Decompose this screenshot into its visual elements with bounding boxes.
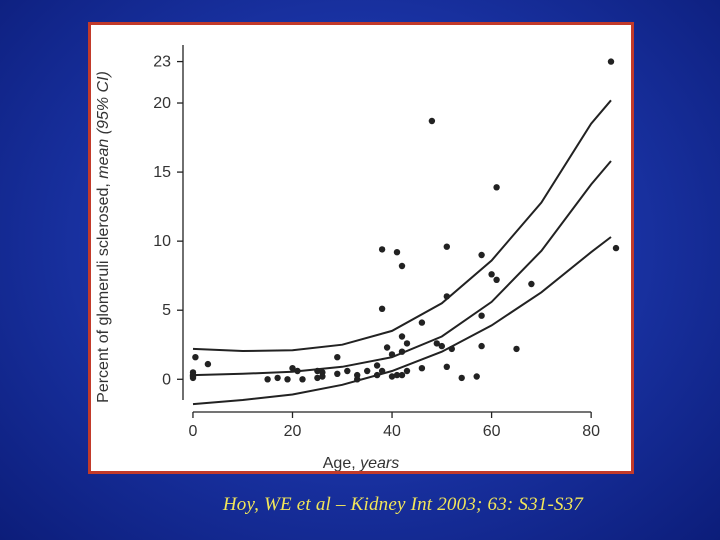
y-tick-label: 5 [162,302,171,319]
data-point [493,184,500,191]
data-point [334,370,341,377]
chart-frame: 0 5 10 15 20 23 0 20 40 60 80 Age, years Percent o… [88,22,634,474]
data-point [433,340,440,347]
data-point [274,374,281,382]
data-point [393,371,401,379]
data-point [428,117,436,125]
data-point [192,354,199,361]
y-axis-label: Percent of glomeruli sclerosed, mean (95… [95,71,112,403]
mean-curve [192,160,612,377]
data-points [189,58,620,383]
x-tick-label: 80 [582,423,600,440]
fit-curves [192,99,612,406]
data-point [403,367,411,375]
data-point [299,376,306,383]
data-point [204,360,212,368]
data-point [314,374,321,382]
data-point [478,342,485,350]
data-point [378,305,386,312]
data-point [354,371,361,379]
data-point [403,340,411,347]
axes: 0 5 10 15 20 23 0 20 40 60 80 [153,45,600,440]
scatter-plot: 0 5 10 15 20 23 0 20 40 60 80 Age, years Percent o… [95,45,620,471]
x-tick-label: 40 [383,423,401,440]
data-point [388,373,396,380]
data-point [418,319,426,326]
citation-text: Hoy, WE et al – Kidney Int 2003; 63: S31… [222,494,584,515]
data-point [528,280,535,288]
x-axis-label-italic: years [359,455,399,471]
data-point [388,351,396,358]
data-point [513,345,520,353]
data-point [398,348,406,355]
data-point [393,249,401,256]
data-point [189,373,197,380]
data-point [334,354,341,361]
data-point [488,271,495,278]
data-point [294,367,301,375]
x-tick-label: 60 [483,423,501,440]
y-axis-label-italic: mean (95% CI) [95,71,112,179]
y-tick-label: 10 [153,233,171,250]
data-point [478,251,485,259]
data-point [443,363,450,370]
data-point [378,367,386,375]
data-point [284,376,291,383]
citation: Hoy, WE et al – Kidney Int 2003; 63: S31… [0,494,720,516]
data-point [289,365,296,372]
data-point [398,371,406,379]
data-point [383,344,391,351]
data-point [398,333,406,340]
data-point [607,58,615,65]
data-point [398,262,406,270]
y-axis-label-plain: Percent of glomeruli sclerosed, [95,179,112,403]
upper-ci-curve [192,99,612,353]
y-tick-label: 23 [153,54,171,71]
data-point [438,342,445,350]
data-point [373,362,381,369]
x-axis-label-plain: Age, [323,455,360,471]
y-tick-label: 15 [153,164,171,181]
axis-labels: Age, years Percent of glomeruli sclerose… [95,71,399,471]
data-point [373,371,381,379]
data-point [478,312,485,319]
data-point [612,244,620,252]
data-point [473,373,480,380]
data-point [319,373,326,380]
x-axis-label: Age, years [323,455,399,471]
data-point [443,243,450,250]
data-point [378,246,386,253]
x-tick-label: 0 [189,423,198,440]
lower-ci-curve [192,236,612,406]
data-point [364,367,371,375]
x-tick-label: 20 [284,423,302,440]
data-point [448,345,455,353]
data-point [418,365,426,372]
data-point [344,367,351,375]
data-point [314,367,321,375]
y-tick-label: 0 [162,371,171,388]
data-point [443,293,450,300]
data-point [493,276,500,283]
data-point [264,376,271,383]
data-point [458,374,465,382]
y-tick-label: 20 [153,95,171,112]
